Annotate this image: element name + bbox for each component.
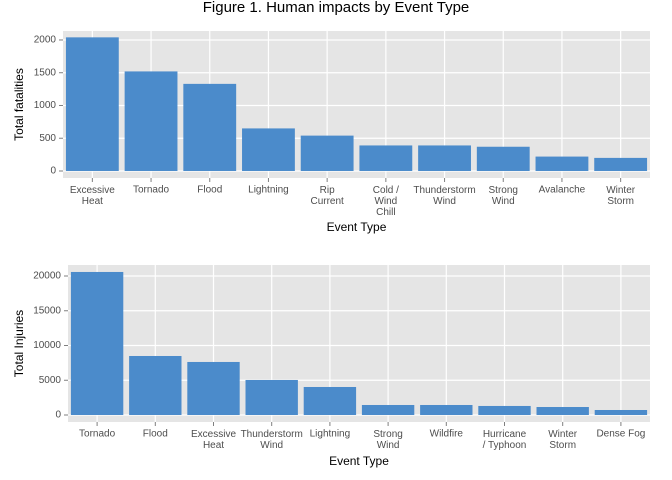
y-tick-label: 1000 <box>34 100 57 111</box>
y-tick-label: 0 <box>50 166 56 177</box>
x-axis-title: Event Type <box>329 454 389 468</box>
bar <box>187 361 240 416</box>
figure-title: Figure 1. Human impacts by Event Type <box>203 0 470 16</box>
bar <box>594 157 648 171</box>
x-tick-label: Wildfire <box>430 429 464 440</box>
x-axis-title: Event Type <box>327 220 387 234</box>
x-tick-label: Excessive Heat <box>191 429 236 451</box>
bar <box>536 407 589 416</box>
x-tick-label: Thunderstorm Wind <box>241 429 303 451</box>
x-tick-label: Dense Fog <box>596 429 645 440</box>
y-tick-label: 1500 <box>34 67 57 78</box>
bar <box>183 83 237 171</box>
bar <box>359 145 413 171</box>
bar <box>478 405 531 416</box>
x-tick-label: Flood <box>197 185 222 196</box>
x-tick-label: Avalanche <box>539 185 586 196</box>
bar <box>300 135 354 171</box>
y-tick-label: 500 <box>39 133 56 144</box>
x-tick-label: Tornado <box>79 429 116 440</box>
y-tick-label: 0 <box>55 410 61 421</box>
bar <box>476 146 530 171</box>
bar <box>535 156 589 171</box>
y-tick-label: 10000 <box>33 340 61 351</box>
bar <box>124 71 178 171</box>
x-tick-label: Strong Wind <box>373 429 402 451</box>
x-tick-label: Winter Storm <box>606 185 636 207</box>
x-tick-label: Flood <box>143 429 168 440</box>
y-tick-label: 15000 <box>33 305 61 316</box>
y-tick-label: 2000 <box>34 35 57 46</box>
y-axis-title: Total Injuries <box>12 310 26 377</box>
bar <box>242 128 295 171</box>
x-tick-label: Rip Current <box>310 185 344 207</box>
x-tick-label: Cold / Wind Chill <box>373 185 399 218</box>
bar <box>594 409 648 416</box>
y-axis-title: Total fatalities <box>12 68 26 141</box>
x-tick-label: Hurricane / Typhoon <box>483 429 527 451</box>
y-tick-label: 20000 <box>33 271 61 282</box>
bar <box>418 145 471 171</box>
x-tick-label: Tornado <box>133 185 170 196</box>
bar <box>65 37 119 171</box>
x-tick-label: Thunderstorm Wind <box>413 185 475 207</box>
y-tick-label: 5000 <box>39 375 62 386</box>
bar <box>70 271 124 416</box>
x-tick-label: Lightning <box>248 185 289 196</box>
bar <box>303 386 357 416</box>
x-tick-label: Lightning <box>310 429 351 440</box>
bar <box>245 379 298 416</box>
x-tick-label: Excessive Heat <box>70 185 115 207</box>
x-tick-label: Winter Storm <box>548 429 578 451</box>
x-tick-label: Strong Wind <box>489 185 518 207</box>
bar <box>129 355 182 416</box>
bar <box>361 404 415 416</box>
bar <box>420 404 473 416</box>
